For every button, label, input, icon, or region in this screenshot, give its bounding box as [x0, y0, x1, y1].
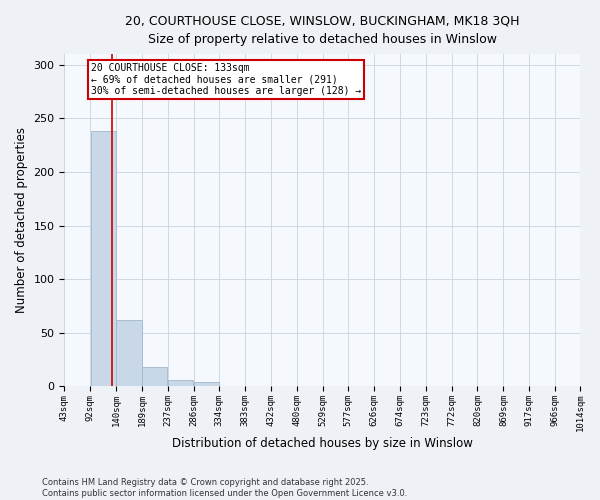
Bar	[142, 367, 167, 386]
X-axis label: Distribution of detached houses by size in Winslow: Distribution of detached houses by size …	[172, 437, 473, 450]
Title: 20, COURTHOUSE CLOSE, WINSLOW, BUCKINGHAM, MK18 3QH
Size of property relative to: 20, COURTHOUSE CLOSE, WINSLOW, BUCKINGHA…	[125, 15, 520, 46]
Bar	[91, 131, 116, 386]
Text: Contains HM Land Registry data © Crown copyright and database right 2025.
Contai: Contains HM Land Registry data © Crown c…	[42, 478, 407, 498]
Text: 20 COURTHOUSE CLOSE: 133sqm
← 69% of detached houses are smaller (291)
30% of se: 20 COURTHOUSE CLOSE: 133sqm ← 69% of det…	[91, 62, 361, 96]
Bar	[116, 320, 142, 386]
Bar	[167, 380, 193, 386]
Y-axis label: Number of detached properties: Number of detached properties	[15, 127, 28, 313]
Bar	[194, 382, 219, 386]
